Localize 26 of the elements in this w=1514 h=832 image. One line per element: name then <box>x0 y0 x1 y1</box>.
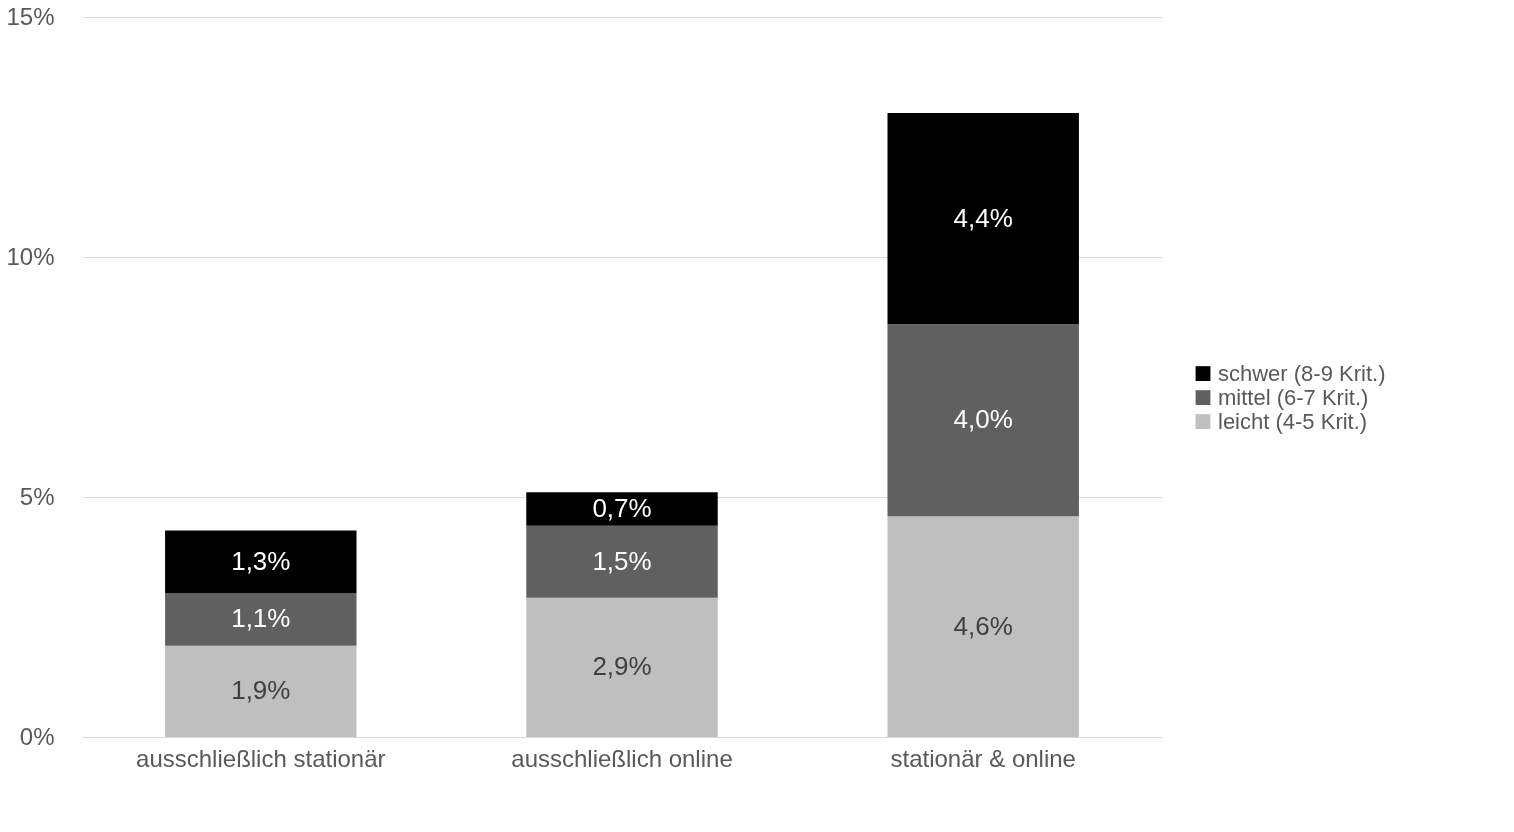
y-tick-label: 10% <box>6 242 55 270</box>
bar <box>526 525 718 598</box>
data-label: 1,5% <box>592 545 652 576</box>
data-label: 0,7% <box>592 493 652 523</box>
bar <box>165 593 357 646</box>
bar <box>887 113 1079 325</box>
x-tick-label: ausschließlich stationär <box>136 744 386 772</box>
bar <box>165 645 357 737</box>
x-tick-label: ausschließlich online <box>511 744 733 772</box>
data-label: 1,3% <box>231 545 291 576</box>
bar <box>526 492 718 526</box>
data-label: 2,9% <box>592 651 652 682</box>
legend-label: schwer (8-9 Krit.) <box>1218 360 1386 386</box>
bar <box>887 324 1079 517</box>
bar <box>887 516 1079 737</box>
y-tick-label: 0% <box>19 722 55 750</box>
data-label: 1,9% <box>231 675 291 706</box>
y-tick-label: 5% <box>19 482 55 510</box>
bar <box>165 530 357 593</box>
data-label: 4,6% <box>953 610 1013 641</box>
y-tick-label: 15% <box>6 2 55 30</box>
data-label: 1,1% <box>231 603 291 634</box>
data-label: 4,4% <box>953 202 1013 233</box>
data-label: 4,0% <box>953 404 1013 435</box>
bar <box>526 597 718 737</box>
x-tick-label: stationär & online <box>890 744 1076 772</box>
